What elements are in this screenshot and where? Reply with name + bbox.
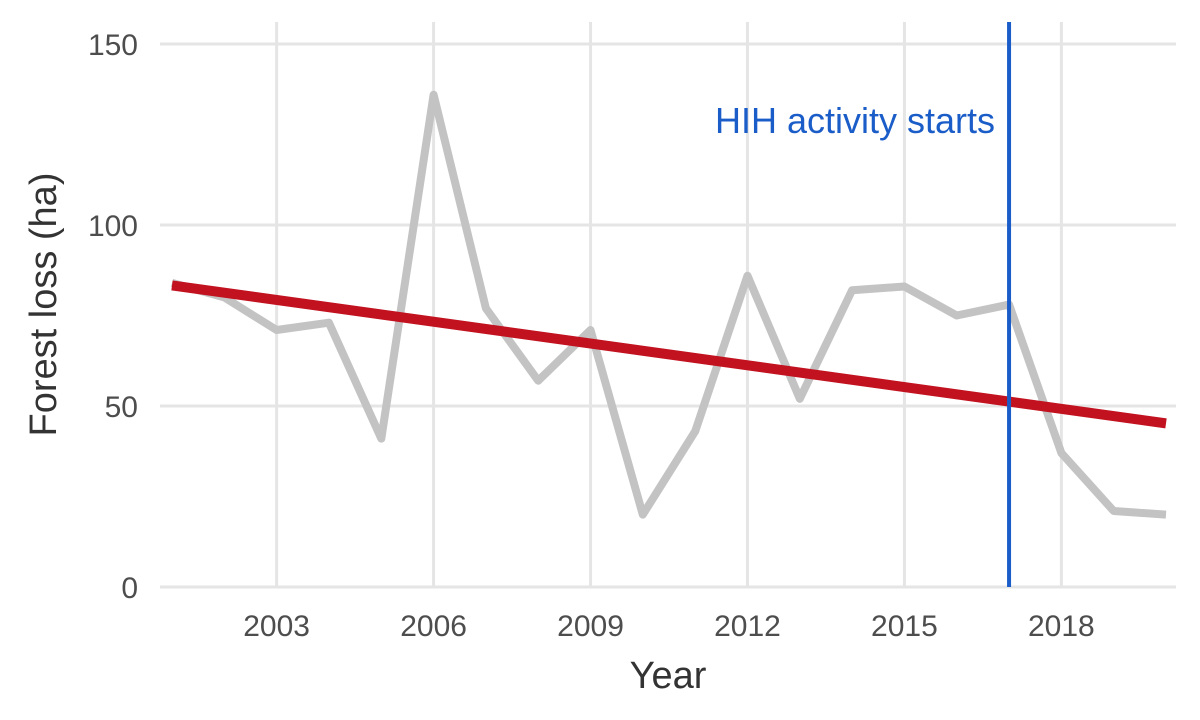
y-axis-title: Forest loss (ha): [23, 173, 65, 437]
x-tick-label-2009: 2009: [557, 610, 624, 643]
y-tick-label-50: 50: [105, 391, 138, 424]
y-tick-label-0: 0: [121, 572, 138, 605]
trend-line: [171, 280, 1167, 429]
y-tick-labels: 0 50 100 150: [88, 29, 138, 605]
x-tick-label-2003: 2003: [243, 610, 310, 643]
y-gridlines: [160, 42, 1176, 589]
trend-layer: [171, 280, 1167, 429]
x-tick-label-2018: 2018: [1028, 610, 1095, 643]
x-tick-label-2015: 2015: [871, 610, 938, 643]
x-tick-label-2012: 2012: [714, 610, 781, 643]
y-tick-label-100: 100: [88, 210, 138, 243]
annotation-label: HIH activity starts: [715, 100, 995, 141]
x-tick-labels: 2003 2006 2009 2012 2015 2018: [243, 610, 1094, 643]
x-axis-title: Year: [630, 655, 707, 697]
x-tick-label-2006: 2006: [400, 610, 467, 643]
series-line-0: [170, 90, 1167, 519]
annotation-layer: HIH activity starts: [715, 22, 1012, 587]
y-tick-label-150: 150: [88, 29, 138, 62]
